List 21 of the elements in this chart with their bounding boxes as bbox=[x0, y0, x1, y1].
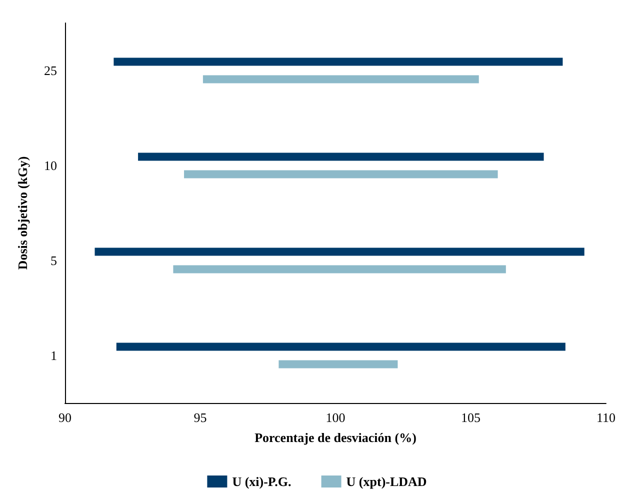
legend-label: U (xi)-P.G. bbox=[232, 474, 292, 489]
bar bbox=[114, 58, 563, 66]
x-tick-label: 110 bbox=[596, 410, 616, 425]
y-tick-label: 1 bbox=[50, 348, 57, 363]
bar bbox=[94, 248, 584, 256]
x-tick-label: 95 bbox=[194, 410, 207, 425]
legend-label: U (xpt)-LDAD bbox=[346, 474, 427, 489]
bar bbox=[116, 342, 566, 351]
x-axis-title: Porcentaje de desviación (%) bbox=[254, 430, 416, 445]
x-tick-label: 90 bbox=[58, 410, 72, 425]
bar bbox=[202, 75, 479, 84]
x-tick-label: 100 bbox=[326, 410, 346, 425]
bar bbox=[173, 265, 506, 274]
y-tick-label: 25 bbox=[44, 63, 57, 78]
bar bbox=[278, 360, 398, 368]
y-tick-label: 10 bbox=[44, 158, 57, 173]
y-axis-title: Dosis objetivo (kGy) bbox=[15, 156, 30, 270]
y-tick-label: 5 bbox=[50, 253, 57, 268]
x-tick-label: 105 bbox=[461, 410, 480, 425]
bar bbox=[138, 152, 544, 161]
bar bbox=[184, 170, 498, 178]
